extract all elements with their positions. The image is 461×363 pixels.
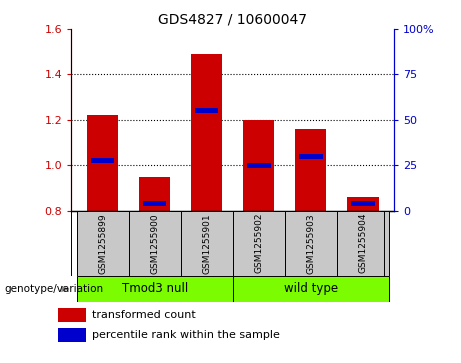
Bar xyxy=(347,197,378,211)
Text: GSM1255902: GSM1255902 xyxy=(254,213,263,273)
Bar xyxy=(77,211,129,276)
Bar xyxy=(181,211,233,276)
Text: GSM1255903: GSM1255903 xyxy=(307,213,315,274)
Bar xyxy=(129,211,181,276)
Bar xyxy=(285,211,337,276)
Text: percentile rank within the sample: percentile rank within the sample xyxy=(91,330,279,339)
Text: GSM1255900: GSM1255900 xyxy=(150,213,159,274)
Bar xyxy=(337,211,389,276)
Bar xyxy=(139,176,171,211)
Bar xyxy=(233,211,285,276)
Bar xyxy=(91,158,114,163)
Text: GSM1255901: GSM1255901 xyxy=(202,213,211,274)
Text: transformed count: transformed count xyxy=(91,310,195,319)
Bar xyxy=(191,54,222,211)
Text: wild type: wild type xyxy=(284,282,338,295)
Bar xyxy=(58,328,86,342)
Title: GDS4827 / 10600047: GDS4827 / 10600047 xyxy=(158,12,307,26)
Bar xyxy=(247,163,271,168)
Bar xyxy=(77,276,233,302)
Bar xyxy=(58,308,86,322)
Text: GSM1255899: GSM1255899 xyxy=(98,213,107,274)
Text: GSM1255904: GSM1255904 xyxy=(358,213,367,273)
Bar xyxy=(143,201,166,206)
Bar xyxy=(233,276,389,302)
Bar xyxy=(299,154,323,159)
Bar xyxy=(195,108,219,113)
Bar xyxy=(243,120,274,211)
Bar xyxy=(295,129,326,211)
Bar xyxy=(351,201,375,206)
Text: genotype/variation: genotype/variation xyxy=(5,284,104,294)
Bar xyxy=(87,115,118,211)
Text: Tmod3 null: Tmod3 null xyxy=(122,282,188,295)
